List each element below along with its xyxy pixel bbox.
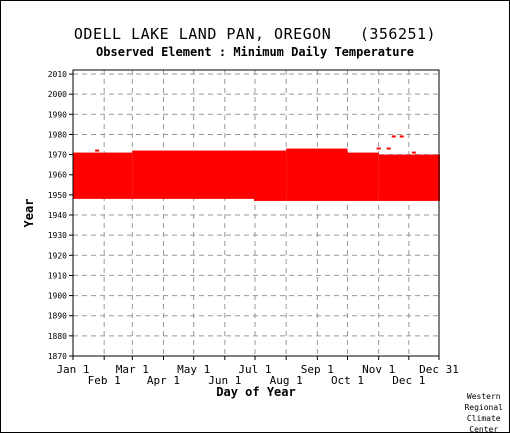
data-point [376, 147, 381, 150]
axis-layer: 2010 2000 1990 1980 1970 1960 1950 1940 1930 1920… [48, 70, 459, 387]
data-coverage-block [378, 154, 441, 201]
credit-line: Climate [466, 414, 501, 423]
data-point [235, 151, 240, 154]
x-tick-label: Oct 1 [331, 374, 364, 387]
x-tick-label: Dec 1 [392, 374, 425, 387]
plot-area-border [72, 69, 440, 357]
x-tick-label: Aug 1 [270, 374, 303, 387]
y-tick-label: 1900 [48, 292, 67, 301]
x-tick-label: Feb 1 [88, 374, 121, 387]
data-point [386, 147, 391, 150]
x-tick-label: Jun 1 [208, 374, 241, 387]
x-tick-label: Dec 31 [419, 363, 459, 376]
data-point [411, 151, 416, 154]
grid-layer [73, 70, 439, 357]
y-tick-label: 1880 [48, 332, 67, 341]
credit-line: Regional [464, 403, 503, 412]
y-tick-label: 1940 [48, 211, 67, 220]
x-tick-label: Nov 1 [362, 363, 395, 376]
y-tick-label: 1930 [48, 231, 67, 240]
x-tick-label: May 1 [177, 363, 210, 376]
y-tick-label: 1870 [48, 352, 67, 361]
credit-block: Western Regional Climate Center [464, 391, 503, 433]
x-axis-label: Day of Year [216, 385, 295, 399]
data-layer [73, 135, 441, 201]
chart-subtitle: Observed Element : Minimum Daily Tempera… [96, 45, 414, 59]
y-tick-label: 1970 [48, 151, 67, 160]
credit-line: Western [466, 392, 501, 401]
y-tick-label: 1920 [48, 251, 67, 260]
data-point [200, 151, 205, 154]
x-tick-label: Sep 1 [301, 363, 334, 376]
y-tick-label: 1950 [48, 191, 67, 200]
data-coverage-block [347, 152, 379, 201]
credit-line: Center [469, 425, 499, 433]
x-tick-label: Mar 1 [116, 363, 149, 376]
y-tick-label: 1980 [48, 130, 67, 139]
data-coverage-block [286, 148, 348, 201]
station-id: (356251) [359, 25, 437, 43]
y-tick-label: 2000 [48, 90, 67, 99]
y-tick-label: 2010 [48, 70, 67, 79]
data-point [391, 135, 396, 138]
y-tick-label: 1960 [48, 171, 67, 180]
y-axis-label: Year [22, 199, 36, 228]
data-coverage-block [132, 150, 254, 199]
y-tick-label: 1990 [48, 110, 67, 119]
data-coverage-block [253, 150, 287, 201]
y-tick-label: 1890 [48, 312, 67, 321]
data-coverage-block [73, 152, 133, 199]
station-name: ODELL LAKE LAND PAN, OREGON [73, 25, 332, 43]
data-point [399, 135, 404, 138]
y-tick-label: 1910 [48, 271, 67, 280]
x-tick-label: Apr 1 [147, 374, 180, 387]
data-point [95, 149, 100, 152]
x-tick-label: Jul 1 [238, 363, 271, 376]
x-tick-label: Jan 1 [56, 363, 89, 376]
chart-title: ODELL LAKE LAND PAN, OREGON (356251) [1, 25, 509, 43]
